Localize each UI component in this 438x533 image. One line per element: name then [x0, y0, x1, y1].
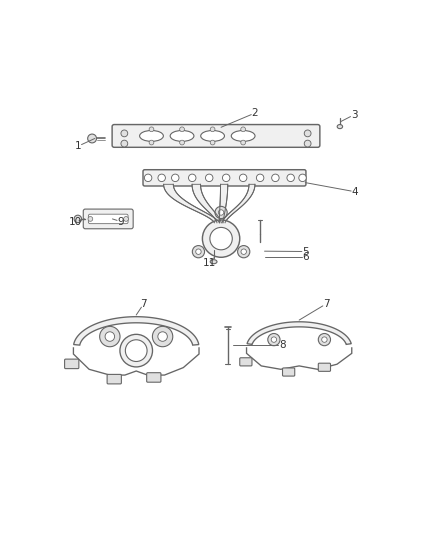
Circle shape: [241, 249, 247, 254]
Circle shape: [74, 215, 81, 223]
Circle shape: [219, 210, 224, 215]
Polygon shape: [219, 184, 228, 223]
Circle shape: [158, 174, 166, 182]
Circle shape: [299, 174, 306, 182]
FancyBboxPatch shape: [147, 373, 161, 382]
Ellipse shape: [231, 131, 255, 141]
Circle shape: [172, 174, 179, 182]
FancyBboxPatch shape: [112, 125, 320, 147]
Text: 4: 4: [352, 187, 358, 197]
Circle shape: [304, 140, 311, 147]
Circle shape: [304, 130, 311, 137]
Circle shape: [241, 127, 246, 132]
Circle shape: [121, 140, 128, 147]
Circle shape: [268, 334, 280, 346]
Circle shape: [271, 337, 277, 342]
Circle shape: [287, 174, 294, 182]
Circle shape: [210, 140, 215, 145]
Circle shape: [180, 140, 184, 145]
Circle shape: [196, 249, 201, 254]
Text: 5: 5: [303, 247, 309, 256]
Polygon shape: [164, 184, 219, 223]
Circle shape: [124, 216, 128, 221]
Circle shape: [318, 334, 331, 346]
Circle shape: [120, 334, 152, 367]
Ellipse shape: [140, 131, 163, 141]
Text: 6: 6: [303, 252, 309, 262]
FancyBboxPatch shape: [88, 214, 128, 224]
Circle shape: [215, 206, 227, 219]
Ellipse shape: [201, 131, 225, 141]
Circle shape: [125, 340, 147, 361]
Polygon shape: [74, 317, 199, 345]
Circle shape: [210, 228, 232, 250]
Circle shape: [223, 174, 230, 182]
Polygon shape: [192, 184, 221, 223]
Circle shape: [205, 174, 213, 182]
Circle shape: [256, 174, 264, 182]
Circle shape: [192, 246, 205, 258]
Circle shape: [188, 174, 196, 182]
Circle shape: [241, 140, 246, 145]
FancyBboxPatch shape: [107, 374, 121, 384]
FancyBboxPatch shape: [83, 209, 133, 229]
Ellipse shape: [170, 131, 194, 141]
Ellipse shape: [210, 260, 217, 264]
Polygon shape: [222, 184, 255, 223]
Circle shape: [149, 127, 154, 132]
Circle shape: [210, 127, 215, 132]
Circle shape: [272, 174, 279, 182]
Text: 1: 1: [74, 141, 81, 151]
Circle shape: [152, 326, 173, 347]
Text: 10: 10: [69, 216, 81, 227]
Ellipse shape: [337, 125, 343, 128]
Text: 9: 9: [118, 216, 124, 227]
Circle shape: [88, 134, 96, 143]
Circle shape: [321, 337, 327, 342]
Circle shape: [158, 332, 167, 341]
Circle shape: [145, 174, 152, 182]
Circle shape: [237, 246, 250, 258]
FancyBboxPatch shape: [64, 359, 79, 369]
Circle shape: [88, 216, 93, 221]
Circle shape: [105, 332, 115, 341]
FancyBboxPatch shape: [318, 363, 331, 372]
Text: 11: 11: [202, 258, 216, 268]
Circle shape: [100, 326, 120, 347]
Text: 7: 7: [140, 299, 147, 309]
Circle shape: [121, 130, 128, 137]
Circle shape: [149, 140, 154, 145]
Circle shape: [202, 220, 240, 257]
FancyBboxPatch shape: [143, 169, 306, 186]
Circle shape: [240, 174, 247, 182]
FancyBboxPatch shape: [240, 358, 252, 366]
Text: 2: 2: [252, 108, 258, 118]
Text: 3: 3: [351, 110, 357, 120]
FancyBboxPatch shape: [283, 368, 295, 376]
Polygon shape: [247, 322, 351, 344]
Text: 8: 8: [279, 340, 286, 350]
Circle shape: [180, 127, 184, 132]
Text: 7: 7: [323, 299, 330, 309]
